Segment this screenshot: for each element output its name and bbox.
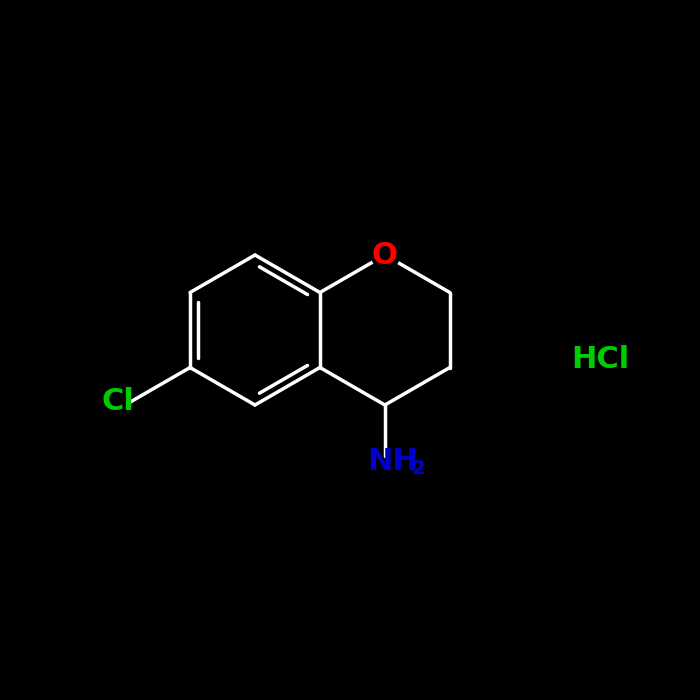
Text: NH: NH	[368, 447, 419, 475]
Text: Cl: Cl	[102, 388, 134, 416]
Text: HCl: HCl	[571, 346, 629, 375]
Text: 2: 2	[411, 458, 425, 477]
Text: O: O	[372, 241, 398, 270]
